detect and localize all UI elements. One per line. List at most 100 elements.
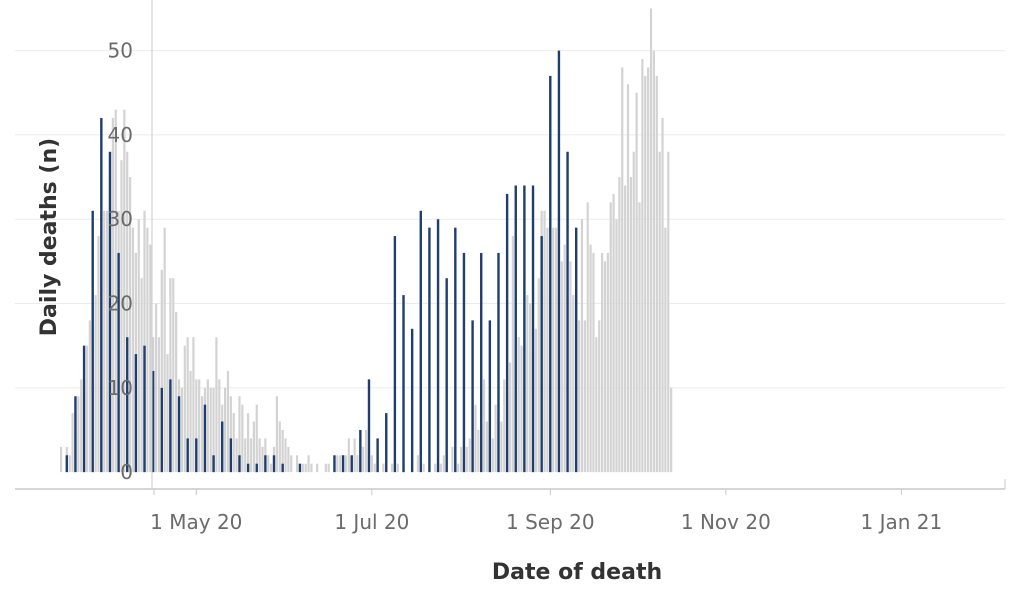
daily-bar: [154, 303, 158, 473]
daily-bar: [218, 379, 221, 473]
x-tick-label: 1 Jan 21: [861, 510, 943, 534]
daily-bar: [88, 320, 91, 473]
daily-bar: [206, 379, 209, 473]
daily-bar: [362, 446, 365, 473]
daily-bar: [370, 455, 373, 473]
y-tick-label: 0: [120, 460, 133, 484]
daily-bar: [635, 92, 638, 473]
daily-bar: [491, 438, 494, 473]
daily-bar: [434, 463, 437, 473]
daily-bar: [365, 429, 368, 473]
daily-bar: [560, 261, 563, 473]
daily-bar: [534, 328, 538, 473]
highlight-bar: [238, 455, 241, 473]
highlight-bar: [488, 320, 492, 473]
daily-bar: [126, 151, 129, 473]
daily-bar: [511, 236, 514, 473]
daily-bar: [396, 463, 399, 473]
daily-bar: [137, 219, 140, 473]
daily-bar: [626, 84, 630, 473]
highlight-bar: [160, 387, 163, 473]
x-axis-title: Date of death: [492, 560, 662, 585]
highlight-bar: [117, 252, 120, 473]
daily-bar: [647, 67, 650, 473]
highlight-bar: [229, 438, 233, 473]
daily-bar: [543, 210, 546, 473]
highlight-bar: [281, 463, 284, 473]
x-tick-labels: 1 May 20 1 Jul 20 1 Sep 20 1 Nov 20 1 Jan 21: [150, 489, 942, 534]
daily-bar: [451, 446, 454, 473]
highlight-bar: [436, 219, 440, 473]
highlight-bar: [549, 75, 552, 473]
daily-bar: [658, 151, 661, 473]
daily-bar: [212, 387, 215, 473]
daily-bar: [641, 59, 644, 473]
highlight-bar: [221, 421, 224, 473]
daily-bar: [180, 387, 184, 473]
daily-bar: [295, 455, 299, 473]
daily-bar: [382, 463, 385, 473]
daily-bar: [175, 311, 178, 473]
daily-bar: [618, 177, 621, 473]
y-tick-label: 30: [108, 207, 133, 231]
daily-bar: [261, 446, 264, 473]
daily-bar: [442, 455, 445, 473]
highlight-bar: [143, 345, 146, 473]
daily-bar: [572, 295, 575, 473]
daily-bar: [537, 278, 540, 473]
daily-bar: [186, 337, 189, 473]
highlight-bar: [108, 151, 112, 473]
daily-bar: [68, 455, 71, 473]
daily-bar: [563, 244, 566, 473]
y-tick-label: 10: [108, 376, 133, 400]
highlight-bar: [298, 463, 302, 473]
daily-bar: [644, 75, 647, 473]
daily-bar: [160, 269, 163, 473]
daily-bar: [624, 185, 627, 473]
highlight-bar: [350, 455, 353, 473]
daily-bar: [198, 379, 201, 473]
daily-bar: [235, 438, 238, 473]
daily-bar: [546, 227, 549, 473]
daily-bar: [629, 177, 632, 473]
daily-bar: [244, 438, 247, 473]
daily-bar: [241, 404, 244, 473]
daily-bar: [232, 413, 235, 473]
daily-bar: [477, 429, 480, 473]
daily-bar: [606, 252, 609, 473]
daily-bar: [200, 396, 204, 473]
daily-bar: [577, 320, 581, 473]
highlight-bar: [471, 320, 474, 473]
highlight-bar: [574, 227, 578, 473]
daily-bar: [356, 455, 359, 473]
daily-bar: [146, 227, 149, 473]
daily-bar: [143, 210, 146, 473]
highlight-bar: [246, 463, 250, 473]
daily-bar: [600, 252, 604, 473]
daily-bar: [508, 362, 512, 473]
daily-bar: [347, 438, 350, 473]
daily-bar: [123, 109, 126, 473]
daily-bar: [80, 379, 83, 473]
daily-bar: [580, 219, 584, 473]
daily-bar: [301, 463, 304, 473]
daily-bar: [284, 438, 287, 473]
daily-bar: [287, 446, 290, 473]
daily-bar: [589, 244, 592, 473]
daily-bar: [281, 429, 284, 473]
daily-bar: [252, 421, 255, 473]
highlight-bar: [126, 337, 129, 473]
highlight-bar: [134, 354, 138, 473]
daily-bar: [661, 118, 664, 473]
daily-bar: [97, 236, 100, 473]
daily-bar: [129, 177, 132, 473]
highlight-bar: [393, 236, 397, 473]
highlight-bar: [462, 252, 466, 473]
highlight-bar: [454, 227, 457, 473]
daily-bar: [215, 337, 218, 473]
highlight-bar: [333, 455, 336, 473]
highlight-bar: [428, 227, 431, 473]
daily-bar: [459, 446, 463, 473]
daily-bar: [270, 463, 273, 473]
daily-bar: [267, 455, 270, 473]
